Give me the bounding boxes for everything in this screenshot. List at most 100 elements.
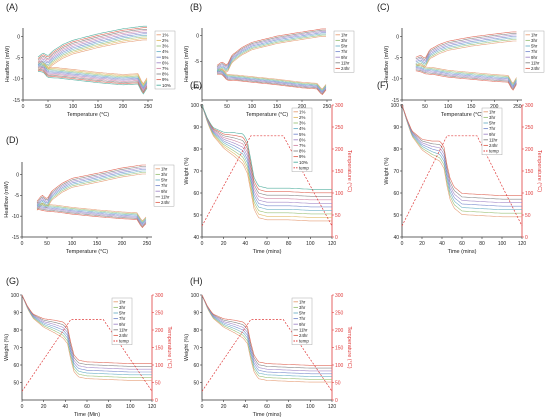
series-line [415,36,517,63]
y-tick-label: 40 [193,235,199,241]
panel-d: 0 50 100 150 200 250 -15 -10 -5 0 Temperature (°C)… [4,162,175,255]
series-line [201,104,332,218]
legend-entry: 1% [162,32,168,37]
series-line [201,104,332,201]
x-tick-label: 250 [143,241,152,247]
legend-entry: 1hr [341,32,348,37]
series-line [201,104,332,222]
y-tick-label: 80 [193,328,199,334]
y-tick-label: -15 [13,98,20,104]
series-line [201,294,332,375]
x-axis-label: Time (mins) [448,249,477,255]
legend-entry: 10% [299,160,308,165]
legend-entry: temp [489,149,499,154]
legend-entry: 11hr [161,194,170,199]
y-tick-label: 50 [13,380,19,386]
legend-entry: 7hr [119,316,126,321]
x-tick-label: 250 [513,104,522,110]
series-line [37,33,147,66]
legend-entry: 7% [162,66,168,71]
series-line [415,68,517,89]
temp-line [201,319,333,392]
series-line [201,104,332,197]
series-line [216,36,326,74]
series-line [36,207,147,227]
y2-tick-label: 0 [155,398,158,404]
legend-entry: 3% [299,121,305,126]
legend-entry: 4% [299,126,305,131]
series-line [36,166,146,203]
y2-tick-label: 50 [335,380,341,386]
y-tick-label: 60 [193,191,199,197]
series-line [201,104,332,208]
x-tick-label: 150 [467,104,476,110]
legend-entry: 4% [162,49,168,54]
series-line [216,29,326,67]
legend-entry: 3hr [341,38,348,43]
x-tick-label: 50 [45,104,51,110]
series-line [201,104,332,215]
legend-entry: 3hr [161,172,168,177]
temp-line [21,319,153,392]
x-tick-label: 40 [63,404,69,410]
legend-entry: 7hr [341,49,348,54]
series-line [21,294,152,367]
legend-entry: 9% [162,77,168,82]
series-line [415,40,517,68]
legend-entry: 1hr [161,166,168,171]
x-tick-label: 20 [221,404,227,410]
y-tick-label: 60 [393,191,399,197]
legend-entry: 5% [299,132,305,137]
series-line [216,32,326,70]
series-line [21,294,152,378]
y2-axis-label: Temperature (°C) [536,150,542,192]
y2-tick-label: 0 [335,398,338,404]
y-tick-label: -5 [15,193,20,199]
series-line [36,164,146,202]
legend-entry: 1hr [489,109,496,114]
x-tick-label: 20 [419,241,425,247]
x-tick-label: 60 [264,404,270,410]
y-tick-label: 100 [191,293,200,299]
series-line [415,37,517,65]
y-tick-label: 0 [16,172,19,178]
x-tick-label: 200 [119,104,128,110]
x-tick-label: 120 [518,241,527,247]
x-tick-label: 100 [68,241,77,247]
series-line [36,169,146,206]
series-line [216,31,326,69]
series-line [401,104,522,200]
series-line [36,202,147,222]
series-line [201,294,332,377]
y2-tick-label: 100 [155,363,164,369]
y2-tick-label: 0 [525,235,528,241]
y-tick-label: 60 [193,363,199,369]
temp-line [401,135,523,227]
series-line [201,104,332,190]
series-line [201,294,332,383]
x-tick-label: 80 [106,404,112,410]
series-line [415,65,517,87]
series-line [36,205,147,225]
y-tick-label: -10 [192,85,199,91]
y-tick-label: -5 [195,59,200,65]
legend-entry: 11hr [299,327,308,332]
series-line [216,34,326,72]
x-tick-label: 80 [286,404,292,410]
y-axis-label: Weight (%) [384,157,390,184]
legend-entry: 5hr [489,121,496,126]
series-line [37,27,147,59]
y-tick-label: 100 [11,293,20,299]
y-tick-label: 100 [391,103,400,109]
x-tick-label: 120 [328,404,337,410]
y2-tick-label: 150 [155,345,164,351]
y-tick-label: -15 [392,98,399,104]
legend-entry: 11hr [489,137,498,142]
y2-tick-label: 250 [155,310,164,316]
y2-tick-label: 100 [335,363,344,369]
y-tick-label: -15 [12,235,19,241]
series-line [21,294,152,364]
